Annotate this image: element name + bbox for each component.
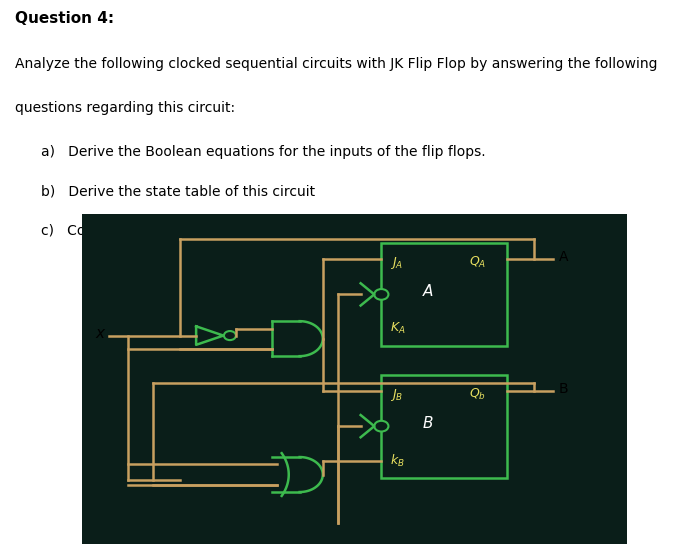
Text: $Q_A$: $Q_A$ (469, 255, 486, 271)
Bar (381, 375, 507, 478)
Circle shape (375, 289, 388, 300)
Circle shape (375, 421, 388, 432)
Text: $J_A$: $J_A$ (390, 255, 402, 271)
Text: $J_B$: $J_B$ (390, 387, 402, 403)
Text: Question 4:: Question 4: (15, 11, 114, 26)
Text: A: A (422, 284, 433, 299)
Text: c)   Construct the corresponding state diagram.: c) Construct the corresponding state dia… (41, 224, 371, 238)
Text: $k_B$: $k_B$ (390, 453, 405, 469)
Text: B: B (422, 416, 433, 431)
Circle shape (224, 331, 236, 340)
Text: Analyze the following clocked sequential circuits with JK Flip Flop by answering: Analyze the following clocked sequential… (15, 57, 657, 71)
Text: $x$: $x$ (95, 326, 107, 341)
Text: b)   Derive the state table of this circuit: b) Derive the state table of this circui… (41, 184, 315, 199)
Text: B: B (558, 382, 568, 396)
Text: $K_A$: $K_A$ (390, 321, 405, 337)
Bar (381, 243, 507, 346)
Text: A: A (558, 250, 568, 265)
Text: a)   Derive the Boolean equations for the inputs of the flip flops.: a) Derive the Boolean equations for the … (41, 145, 486, 159)
Text: questions regarding this circuit:: questions regarding this circuit: (15, 101, 235, 115)
Text: $Q_b$: $Q_b$ (469, 387, 486, 402)
